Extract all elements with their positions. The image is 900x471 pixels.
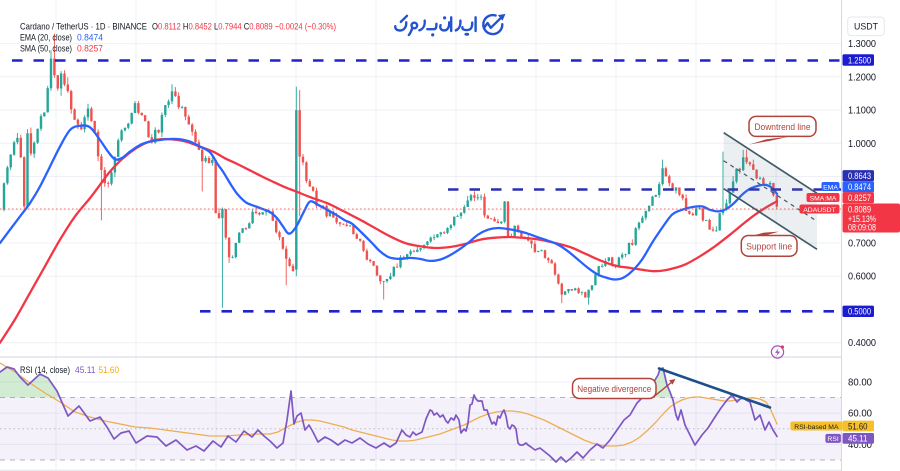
svg-text:08:09:08: 08:09:08 [848, 223, 876, 233]
svg-text:1.0000: 1.0000 [848, 139, 876, 150]
svg-text:Downtrend line: Downtrend line [755, 122, 811, 133]
svg-text:SMA:MA: SMA:MA [810, 195, 837, 202]
svg-text:RSI (14, close): RSI (14, close) [20, 364, 70, 375]
svg-text:0.8257: 0.8257 [77, 43, 103, 54]
svg-text:O0.8112 H0.8452 L0.7944 C0.808: O0.8112 H0.8452 L0.7944 C0.8089 −0.0024 … [152, 20, 336, 31]
svg-text:0.8474: 0.8474 [848, 182, 871, 193]
svg-text:EMA: EMA [823, 184, 838, 191]
svg-text:+15.13%: +15.13% [848, 214, 876, 224]
svg-text:SMA (50, close): SMA (50, close) [20, 43, 72, 54]
svg-text:1.2000: 1.2000 [848, 72, 876, 83]
svg-text:Negative divergence: Negative divergence [577, 383, 651, 394]
svg-text:1.3000: 1.3000 [848, 39, 876, 50]
svg-text:0.8474: 0.8474 [77, 32, 103, 43]
svg-text:RSI-based MA: RSI-based MA [794, 424, 839, 431]
svg-text:51.60: 51.60 [848, 421, 868, 432]
svg-text:RSI: RSI [827, 436, 838, 443]
svg-text:0.7000: 0.7000 [848, 239, 876, 250]
svg-text:45.11: 45.11 [848, 434, 868, 445]
svg-text:0.6000: 0.6000 [848, 272, 876, 283]
svg-text:1.2500: 1.2500 [848, 55, 871, 66]
svg-text:ADAUSDT: ADAUSDT [803, 207, 835, 214]
svg-text:Support line: Support line [746, 241, 792, 252]
svg-text:1.1000: 1.1000 [848, 106, 876, 117]
svg-text:0.5000: 0.5000 [848, 307, 871, 318]
svg-text:EMA (20, close): EMA (20, close) [20, 32, 72, 43]
svg-text:0.8089: 0.8089 [848, 204, 871, 215]
svg-text:0.4000: 0.4000 [848, 338, 876, 349]
svg-text:60.00: 60.00 [848, 409, 872, 420]
svg-text:USDT: USDT [854, 21, 879, 31]
svg-text:Cardano / TetherUS · 1D · BINA: Cardano / TetherUS · 1D · BINANCE [20, 20, 147, 31]
svg-text:45.11: 45.11 [75, 364, 96, 375]
svg-text:40.00: 40.00 [848, 440, 872, 451]
svg-text:0.8643: 0.8643 [848, 171, 871, 182]
svg-text:80.00: 80.00 [848, 377, 872, 388]
svg-text:0.8257: 0.8257 [848, 193, 871, 204]
svg-text:51.60: 51.60 [99, 364, 120, 375]
